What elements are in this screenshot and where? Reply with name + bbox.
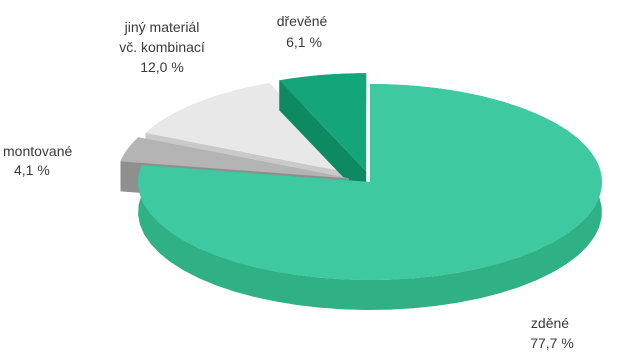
slice-drevene — [279, 73, 367, 202]
slice-montovane-top — [120, 137, 350, 179]
label-zdene-value: 77,7 % — [530, 335, 574, 351]
label-drevene-value: 6,1 % — [286, 34, 322, 50]
slice-zdene — [138, 84, 603, 310]
label-zdene-name: zděné — [531, 315, 569, 331]
label-jiny-material: jiný materiál vč. kombinací 12,0 % — [119, 19, 205, 75]
label-montovane-value: 4,1 % — [14, 162, 50, 178]
label-jiny-material-line1: jiný materiál — [124, 19, 200, 35]
label-montovane: montované 4,1 % — [3, 143, 72, 178]
slice-jiny-material-top — [145, 83, 357, 175]
slice-drevene-top — [279, 73, 367, 172]
label-zdene: zděné 77,7 % — [530, 315, 574, 351]
label-drevene-name: dřevěné — [277, 13, 328, 29]
slice-drevene-face-0 — [279, 80, 367, 202]
slice-zdene-top — [138, 84, 603, 280]
label-drevene: dřevěné 6,1 % — [277, 13, 328, 50]
label-jiny-material-line2: vč. kombinací — [119, 39, 205, 55]
label-montovane-name: montované — [3, 143, 72, 159]
label-jiny-material-value: 12,0 % — [140, 59, 184, 75]
